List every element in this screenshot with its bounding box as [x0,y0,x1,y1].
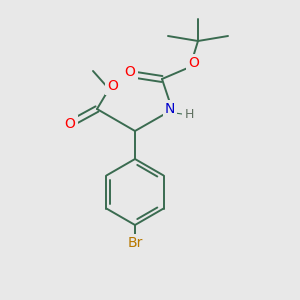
Text: H: H [184,109,194,122]
Text: O: O [189,56,200,70]
Text: O: O [64,117,75,131]
Text: Br: Br [127,236,143,250]
Text: O: O [124,65,135,79]
Text: O: O [108,79,118,93]
Text: N: N [165,102,175,116]
